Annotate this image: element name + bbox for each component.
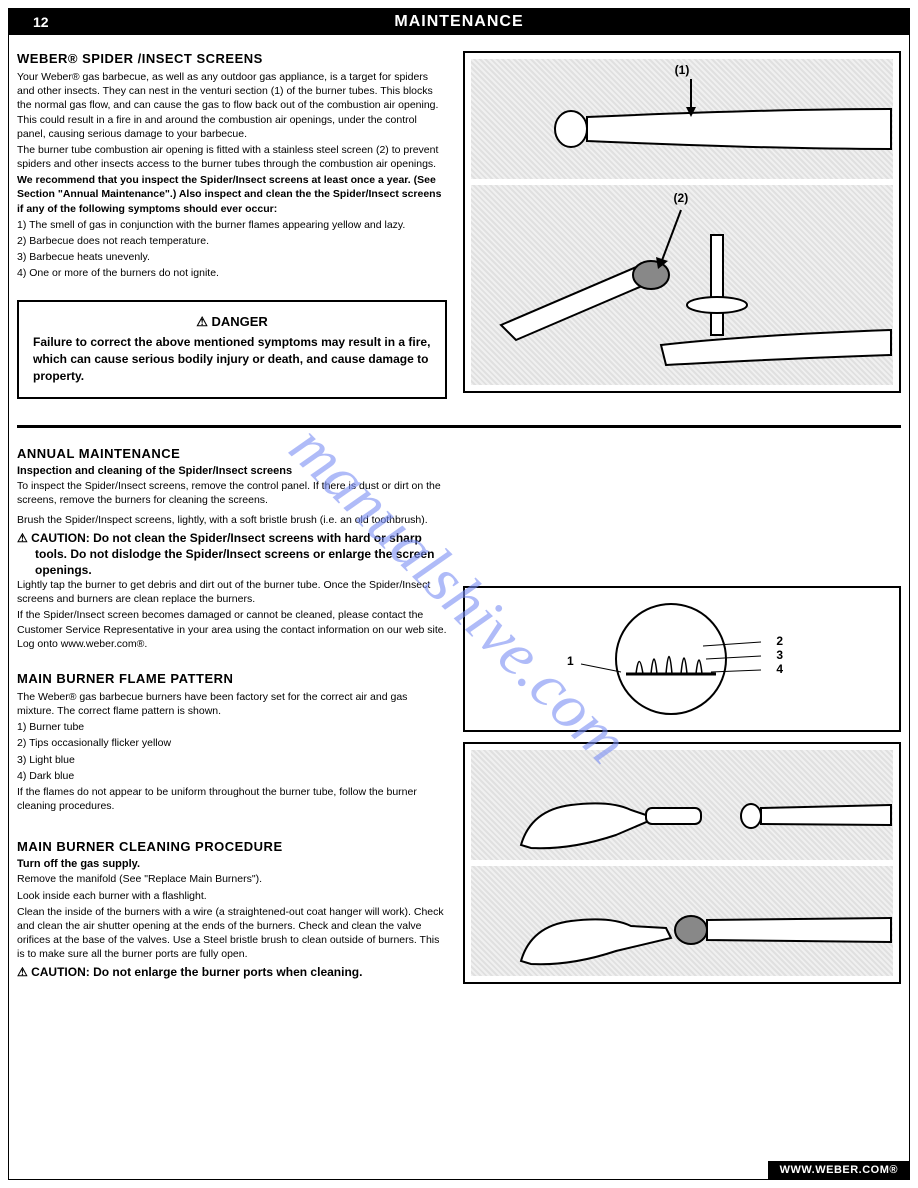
- heading-annual: ANNUAL MAINTENANCE: [17, 446, 447, 461]
- danger-title: ⚠ DANGER: [33, 314, 431, 330]
- sub-annual: Inspection and cleaning of the Spider/In…: [17, 465, 447, 477]
- divider-1: [17, 425, 901, 428]
- footer-url: WWW.WEBER.COM®: [768, 1161, 910, 1179]
- spider-l2: 2) Barbecue does not reach temperature.: [17, 234, 447, 248]
- annual-body: To inspect the Spider/Insect screens, re…: [17, 479, 447, 528]
- figure-flame-image: 1 2 3 4: [471, 594, 893, 724]
- flame-p1: The Weber® gas barbecue burners have bee…: [17, 690, 447, 718]
- figures-right: 1 2 3 4: [463, 446, 901, 984]
- danger-text: Failure to correct the above mentioned s…: [33, 334, 431, 384]
- middle-row: ANNUAL MAINTENANCE Inspection and cleani…: [17, 446, 901, 984]
- clean-p3: Clean the inside of the burners with a w…: [17, 905, 447, 962]
- fig2-l2: 2: [776, 634, 783, 648]
- annual-p1: To inspect the Spider/Insect screens, re…: [17, 479, 447, 507]
- annual-section: ANNUAL MAINTENANCE Inspection and cleani…: [17, 446, 447, 984]
- flame-l4: 4) Dark blue: [17, 769, 447, 783]
- figure-clean-1: [471, 750, 893, 860]
- flame-l1: 1) Burner tube: [17, 720, 447, 734]
- caution-annual: ⚠ CAUTION: Do not clean the Spider/Insec…: [17, 531, 447, 578]
- header-title: MAINTENANCE: [89, 13, 909, 31]
- section-spider-screens: WEBER® SPIDER /INSECT SCREENS Your Weber…: [17, 51, 447, 399]
- fig1-label2: (2): [674, 191, 689, 205]
- spider-p3: We recommend that you inspect the Spider…: [17, 173, 447, 216]
- fig1-label1: (1): [675, 63, 690, 77]
- figure-cleaning: [463, 742, 901, 984]
- annual-p2: Brush the Spider/Inspect screens, lightl…: [17, 513, 447, 527]
- page-number: 12: [9, 14, 89, 30]
- flame-body: The Weber® gas barbecue burners have bee…: [17, 690, 447, 813]
- flame-pattern-icon: [471, 594, 893, 724]
- page-container: 12 MAINTENANCE manualshive.com WEBER® SP…: [8, 8, 910, 1180]
- caution-cleaning: ⚠ CAUTION: Do not enlarge the burner por…: [17, 965, 447, 981]
- hand-wire-icon: [471, 750, 893, 860]
- figure-1a-image: (1): [471, 59, 893, 179]
- clean-p2: Look inside each burner with a flashligh…: [17, 889, 447, 903]
- spider-p1: Your Weber® gas barbecue, as well as any…: [17, 70, 447, 141]
- figure-1-col: (1) (2): [463, 51, 901, 399]
- burner-venturi-icon: [471, 59, 893, 179]
- heading-flame: MAIN BURNER FLAME PATTERN: [17, 671, 447, 686]
- flame-p2: If the flames do not appear to be unifor…: [17, 785, 447, 813]
- fig2-l4: 4: [776, 662, 783, 676]
- figure-flame: 1 2 3 4: [463, 586, 901, 732]
- figure-1b-image: (2): [471, 185, 893, 385]
- figure-clean-2: [471, 866, 893, 976]
- fig2-l3: 3: [776, 648, 783, 662]
- hand-brush-icon: [471, 866, 893, 976]
- spider-l1: 1) The smell of gas in conjunction with …: [17, 218, 447, 232]
- annual-body2: Lightly tap the burner to get debris and…: [17, 578, 447, 651]
- flame-l3: 3) Light blue: [17, 753, 447, 767]
- heading-cleaning: MAIN BURNER CLEANING PROCEDURE: [17, 839, 447, 854]
- spider-body: Your Weber® gas barbecue, as well as any…: [17, 70, 447, 280]
- clean-p1: Remove the manifold (See "Replace Main B…: [17, 872, 447, 886]
- cleaning-body: Remove the manifold (See "Replace Main B…: [17, 872, 447, 961]
- spider-p2: The burner tube combustion air opening i…: [17, 143, 447, 171]
- flame-l2: 2) Tips occasionally flicker yellow: [17, 736, 447, 750]
- danger-box: ⚠ DANGER Failure to correct the above me…: [17, 300, 447, 398]
- fig2-l1: 1: [567, 654, 574, 668]
- burner-screen-icon: [471, 185, 893, 385]
- figure-spider-screen: (1) (2): [463, 51, 901, 393]
- heading-spider: WEBER® SPIDER /INSECT SCREENS: [17, 51, 447, 66]
- content-area: WEBER® SPIDER /INSECT SCREENS Your Weber…: [9, 35, 909, 992]
- annual-p4: If the Spider/Insect screen becomes dama…: [17, 608, 447, 651]
- spider-l3: 3) Barbecue heats unevenly.: [17, 250, 447, 264]
- sub-cleaning: Turn off the gas supply.: [17, 858, 447, 870]
- spider-l4: 4) One or more of the burners do not ign…: [17, 266, 447, 280]
- header-bar: 12 MAINTENANCE: [9, 9, 909, 35]
- annual-p3: Lightly tap the burner to get debris and…: [17, 578, 447, 606]
- top-row: WEBER® SPIDER /INSECT SCREENS Your Weber…: [17, 51, 901, 399]
